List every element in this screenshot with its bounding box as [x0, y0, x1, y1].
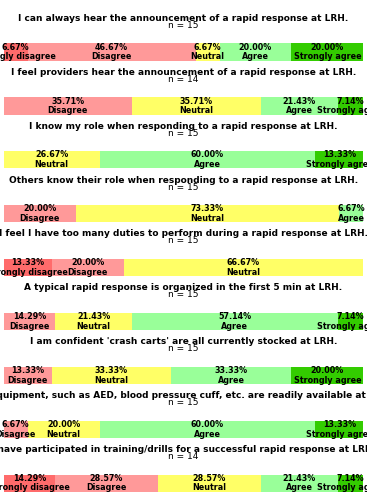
Text: 20.00%
Disagree: 20.00% Disagree [19, 204, 60, 223]
Text: 60.00%
Agree: 60.00% Agree [191, 150, 224, 169]
Bar [132, 98, 261, 114]
Text: 6.67%
Agree: 6.67% Agree [338, 204, 365, 223]
Text: 7.14%
Strongly agree: 7.14% Strongly agree [317, 312, 367, 331]
Text: n = 15: n = 15 [168, 21, 199, 30]
Text: 13.33%
Strongly agree: 13.33% Strongly agree [306, 150, 367, 169]
Bar [4, 474, 55, 492]
Bar [99, 151, 315, 168]
Bar [4, 151, 99, 168]
Bar [261, 98, 338, 114]
Text: 20.00%
Agree: 20.00% Agree [239, 42, 272, 62]
Text: n = 15: n = 15 [168, 128, 199, 138]
Bar [55, 313, 132, 330]
Bar [124, 259, 363, 276]
Bar [52, 259, 124, 276]
Text: 21.43%
Neutral: 21.43% Neutral [77, 312, 110, 331]
Text: n = 15: n = 15 [168, 236, 199, 246]
Text: 60.00%
Agree: 60.00% Agree [191, 420, 224, 438]
Bar [4, 44, 28, 60]
Text: Others know their role when responding to a rapid response at LRH.: Others know their role when responding t… [9, 176, 358, 184]
Bar [261, 474, 338, 492]
Text: I am confident 'crash carts' are all currently stocked at LRH.: I am confident 'crash carts' are all cur… [30, 337, 337, 346]
Bar [338, 474, 363, 492]
Text: 7.14%
Strongly agree: 7.14% Strongly agree [317, 474, 367, 492]
Text: 35.71%
Neutral: 35.71% Neutral [179, 96, 213, 116]
Bar [339, 205, 363, 222]
Text: 20.00%
Disagree: 20.00% Disagree [68, 258, 108, 277]
Bar [99, 420, 315, 438]
Text: 21.43%
Agree: 21.43% Agree [283, 96, 316, 116]
Text: I feel I have too many duties to perform during a rapid response at LRH.: I feel I have too many duties to perform… [0, 230, 367, 238]
Bar [4, 313, 55, 330]
Bar [52, 366, 171, 384]
Bar [4, 205, 76, 222]
Bar [219, 44, 291, 60]
Text: 73.33%
Neutral: 73.33% Neutral [190, 204, 225, 223]
Text: 33.33%
Agree: 33.33% Agree [215, 366, 248, 384]
Text: 14.29%
Strongly disagree: 14.29% Strongly disagree [0, 474, 70, 492]
Bar [4, 98, 132, 114]
Text: 28.57%
Neutral: 28.57% Neutral [192, 474, 226, 492]
Text: A typical rapid response is organized in the first 5 min at LRH.: A typical rapid response is organized in… [25, 284, 342, 292]
Text: 26.67%
Neutral: 26.67% Neutral [34, 150, 69, 169]
Text: I have participated in training/drills for a successful rapid response at LRH.: I have participated in training/drills f… [0, 445, 367, 454]
Bar [291, 366, 363, 384]
Bar [196, 44, 219, 60]
Text: n = 14: n = 14 [168, 452, 199, 461]
Bar [4, 259, 52, 276]
Bar [76, 205, 339, 222]
Text: n = 15: n = 15 [168, 182, 199, 192]
Bar [315, 151, 363, 168]
Bar [4, 366, 52, 384]
Bar [291, 44, 363, 60]
Text: 35.71%
Disagree: 35.71% Disagree [48, 96, 88, 116]
Text: 20.00%
Strongly agree: 20.00% Strongly agree [294, 366, 361, 384]
Text: n = 14: n = 14 [168, 75, 199, 84]
Bar [55, 474, 158, 492]
Text: I feel providers hear the announcement of a rapid response at LRH.: I feel providers hear the announcement o… [11, 68, 356, 77]
Text: n = 15: n = 15 [168, 344, 199, 353]
Text: 46.67%
Disagree: 46.67% Disagree [91, 42, 132, 62]
Bar [171, 366, 291, 384]
Text: I know my role when responding to a rapid response at LRH.: I know my role when responding to a rapi… [29, 122, 338, 130]
Text: 6.67%
Disagree: 6.67% Disagree [0, 420, 36, 438]
Text: 13.33%
Strongly disagree: 13.33% Strongly disagree [0, 258, 68, 277]
Bar [338, 313, 363, 330]
Text: 6.67%
Strongly disagree: 6.67% Strongly disagree [0, 42, 56, 62]
Text: 28.57%
Disagree: 28.57% Disagree [86, 474, 127, 492]
Text: 13.33%
Strongly agree: 13.33% Strongly agree [306, 420, 367, 438]
Text: 7.14%
Strongly agree: 7.14% Strongly agree [317, 96, 367, 116]
Bar [28, 44, 196, 60]
Text: 66.67%
Neutral: 66.67% Neutral [226, 258, 261, 277]
Bar [315, 420, 363, 438]
Text: 33.33%
Neutral: 33.33% Neutral [95, 366, 128, 384]
Text: 13.33%
Disagree: 13.33% Disagree [7, 366, 48, 384]
Text: 57.14%
Agree: 57.14% Agree [218, 312, 251, 331]
Text: n = 15: n = 15 [168, 290, 199, 300]
Text: 20.00%
Neutral: 20.00% Neutral [47, 420, 81, 438]
Bar [28, 420, 99, 438]
Bar [132, 313, 338, 330]
Bar [338, 98, 363, 114]
Bar [158, 474, 261, 492]
Text: All equipment, such as AED, blood pressure cuff, etc. are readily available at L: All equipment, such as AED, blood pressu… [0, 391, 367, 400]
Text: 6.67%
Neutral: 6.67% Neutral [190, 42, 225, 62]
Text: 14.29%
Disagree: 14.29% Disagree [9, 312, 50, 331]
Bar [4, 420, 28, 438]
Text: 20.00%
Strongly agree: 20.00% Strongly agree [294, 42, 361, 62]
Text: I can always hear the announcement of a rapid response at LRH.: I can always hear the announcement of a … [18, 14, 349, 23]
Text: n = 15: n = 15 [168, 398, 199, 407]
Text: 21.43%
Agree: 21.43% Agree [283, 474, 316, 492]
